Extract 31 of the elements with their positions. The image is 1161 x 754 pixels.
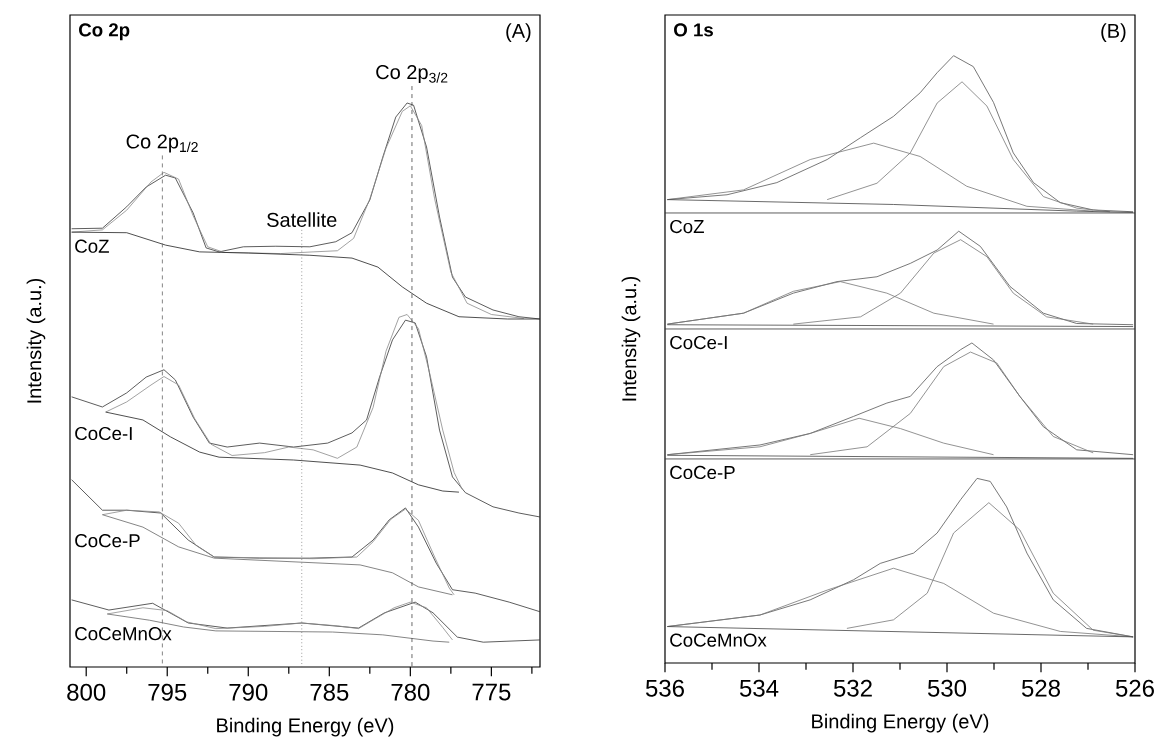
series-label: CoCe-I — [670, 335, 727, 350]
series-label: CoCe-P — [670, 465, 735, 480]
series-label: CoCe-P — [75, 534, 140, 548]
y-axis-title: Intensity (a.u.) — [26, 278, 46, 403]
x-tick-label: 780 — [391, 683, 430, 701]
x-tick-label: 775 — [472, 683, 511, 701]
x-tick-label: 536 — [645, 679, 684, 697]
text: (B) — [1101, 23, 1126, 42]
series-label: CoZ — [670, 219, 704, 234]
series-label: CoCeMnOx — [75, 627, 172, 641]
y-axis-title: Intensity (a.u.) — [621, 276, 641, 401]
x-tick-label: 790 — [229, 683, 268, 701]
chart-title: O 1s — [674, 23, 713, 37]
x-axis-title: Binding Energy (eV) — [217, 717, 394, 737]
chart-title: Co 2p — [79, 23, 130, 41]
x-tick-label: 532 — [833, 679, 872, 697]
x-tick-label: 526 — [1115, 679, 1154, 697]
x-tick-label: 800 — [67, 683, 106, 701]
series-label: CoCeMnOx — [670, 633, 767, 647]
ref-line-label: Co 2p$_{1/2}$ — [126, 134, 198, 153]
text: (A) — [506, 23, 531, 42]
ref-line-label: Satellite — [267, 212, 337, 227]
x-tick-label: 534 — [739, 679, 779, 697]
x-tick-label: 795 — [148, 683, 187, 701]
series-label: CoCe-I — [75, 426, 132, 441]
ref-line-label: Co 2p$_{3/2}$ — [376, 65, 448, 84]
x-axis-title: Binding Energy (eV) — [812, 713, 989, 733]
x-tick-label: 530 — [927, 679, 967, 697]
x-tick-label: 785 — [310, 683, 349, 701]
series-label: CoZ — [75, 239, 109, 253]
x-tick-label: 528 — [1021, 679, 1060, 697]
